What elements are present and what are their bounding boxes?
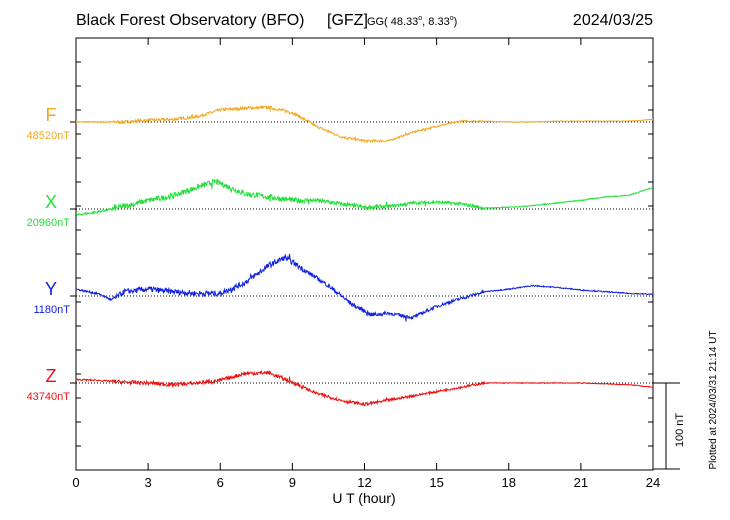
x-tick-label: 18 (502, 475, 516, 490)
series-line-y (75, 253, 654, 322)
coordinates-label: ( 48.33o, 8.33o) (384, 15, 457, 28)
series-label-f: F (46, 105, 57, 125)
series-baseline-value-y: 1180nT (34, 304, 71, 316)
series-line-z (75, 369, 653, 407)
series-label-z: Z (46, 366, 57, 386)
series-baseline-value-f: 48520nT (27, 130, 71, 142)
x-tick-label: 12 (357, 475, 371, 490)
x-tick-label: 0 (72, 475, 79, 490)
x-tick-label: 24 (646, 475, 660, 490)
series-line-x (75, 178, 654, 216)
x-tick-label: 21 (574, 475, 588, 490)
series-baseline-value-x: 20960nT (27, 217, 71, 229)
date-label: 2024/03/25 (573, 12, 653, 29)
x-axis-label: U T (hour) (332, 490, 395, 506)
x-tick-label: 6 (217, 475, 224, 490)
series-line-f (75, 104, 654, 144)
x-tick-label: 9 (289, 475, 296, 490)
scale-bar-label: 100 nT (674, 413, 686, 448)
latitude-value: 48.33 (391, 16, 419, 28)
longitude-value: 8.33 (428, 16, 449, 28)
x-tick-label: 15 (429, 475, 443, 490)
plotted-at-note: Plotted at 2024/03/31 21:14 UT (708, 331, 719, 470)
series-label-x: X (45, 192, 57, 212)
coord-system-label: GG (367, 16, 384, 28)
x-tick-label: 3 (145, 475, 152, 490)
org-label: [GFZ] (327, 12, 368, 29)
chart-title: Black Forest Observatory (BFO) (76, 12, 305, 29)
series-baseline-value-z: 43740nT (27, 391, 71, 403)
series-label-y: Y (45, 279, 57, 299)
